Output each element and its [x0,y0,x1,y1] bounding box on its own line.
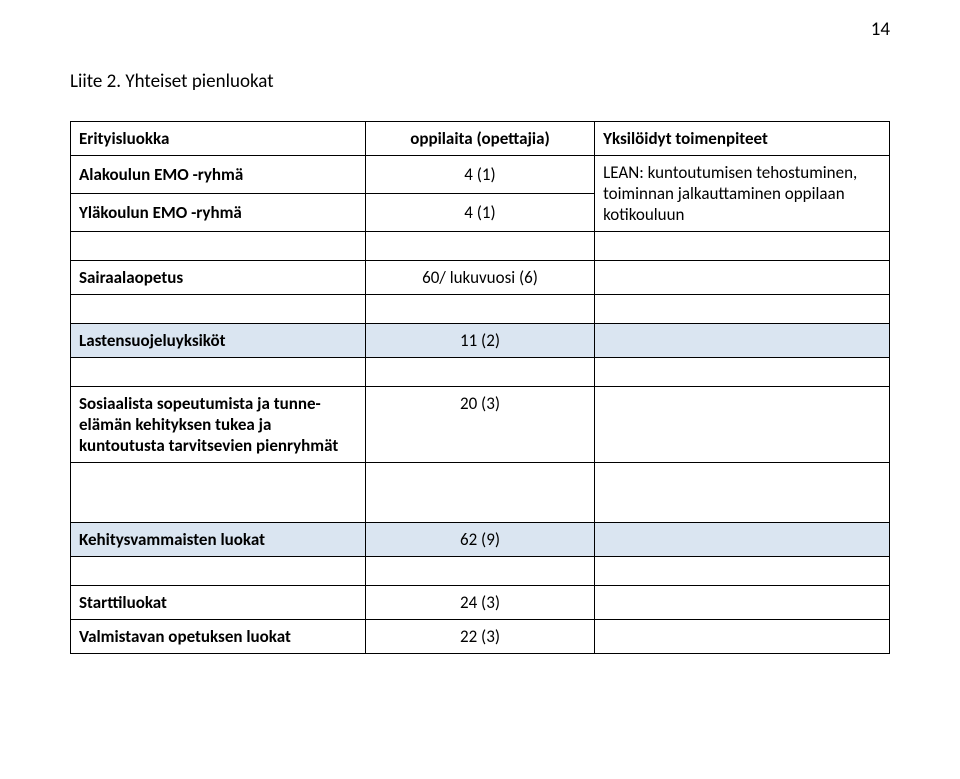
row-label: Valmistavan opetuksen luokat [71,620,366,654]
row-value: 22 (3) [365,620,594,654]
table-row: Valmistavan opetuksen luokat 22 (3) [71,620,890,654]
row-label: Yläkoulun EMO -ryhmä [71,194,366,232]
row-note [595,387,890,463]
spacer-row [71,358,890,387]
row-value: 4 (1) [365,156,594,194]
table-row: Lastensuojeluyksiköt 11 (2) [71,324,890,358]
spacer-row [71,463,890,523]
page-number: 14 [871,18,890,41]
row-value: 4 (1) [365,194,594,232]
row-value: 62 (9) [365,523,594,557]
table-row: Kehitysvammaisten luokat 62 (9) [71,523,890,557]
row-label: Kehitysvammaisten luokat [71,523,366,557]
row-value: 11 (2) [365,324,594,358]
row-label: Alakoulun EMO -ryhmä [71,156,366,194]
table-row: Starttiluokat 24 (3) [71,586,890,620]
row-value: 24 (3) [365,586,594,620]
row-value: 20 (3) [365,387,594,463]
page: 14 Liite 2. Yhteiset pienluokat Erityisl… [0,0,960,779]
table-row: Alakoulun EMO -ryhmä 4 (1) LEAN: kuntout… [71,156,890,194]
row-label: Sairaalaopetus [71,261,366,295]
document-title: Liite 2. Yhteiset pienluokat [70,70,890,93]
row-value: 60/ lukuvuosi (6) [365,261,594,295]
table-header-row: Erityisluokka oppilaita (opettajia) Yksi… [71,122,890,156]
row-note [595,261,890,295]
row-note [595,586,890,620]
spacer-row [71,295,890,324]
table-row: Sairaalaopetus 60/ lukuvuosi (6) [71,261,890,295]
row-label: Lastensuojeluyksiköt [71,324,366,358]
table-row: Sosiaalista sopeutumista ja tunne-elämän… [71,387,890,463]
row-note [595,523,890,557]
header-col2: oppilaita (opettajia) [365,122,594,156]
header-col1: Erityisluokka [71,122,366,156]
row-note [595,620,890,654]
row-note [595,324,890,358]
spacer-row [71,232,890,261]
spacer-row [71,557,890,586]
row-label: Starttiluokat [71,586,366,620]
header-col3: Yksilöidyt toimenpiteet [595,122,890,156]
data-table: Erityisluokka oppilaita (opettajia) Yksi… [70,121,890,654]
row-label: Sosiaalista sopeutumista ja tunne-elämän… [71,387,366,463]
row-note: LEAN: kuntoutumisen tehostuminen, toimin… [595,156,890,232]
